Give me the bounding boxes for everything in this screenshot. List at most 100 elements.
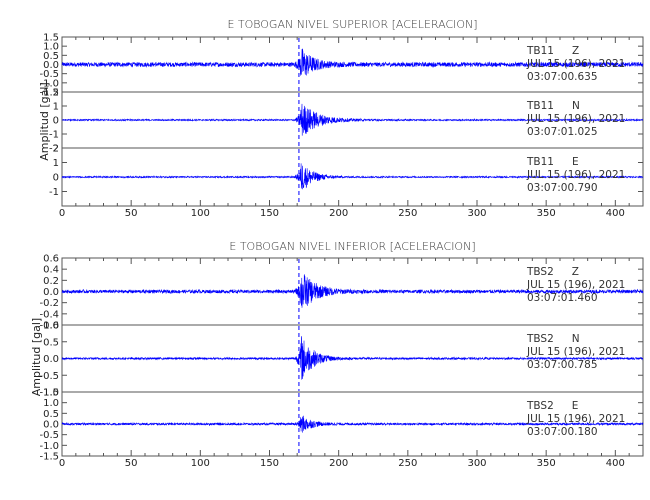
- waveform-trace: [61, 163, 644, 190]
- y-tick-label: -1.0: [39, 441, 59, 452]
- waveform-trace: [61, 48, 644, 76]
- trace-time: 03:07:00.785: [527, 359, 598, 371]
- trace-panel-tbs2-n: 1.0 0.5 0.0 -0.5 -1.0 TBS2 N JUL 15 (196), 2021…: [39, 321, 644, 399]
- y-tick-label: -1: [49, 130, 59, 141]
- trace-annotation: TB11 N JUL 15 (196), 2021 03:07:01.025: [526, 100, 625, 138]
- x-tick-label: 50: [125, 208, 138, 219]
- trace-component: E: [572, 156, 579, 168]
- x-tick-label: 350: [537, 208, 556, 219]
- y-tick-label: -1.0: [39, 78, 59, 89]
- y-tick-label: 0.0: [43, 287, 59, 298]
- trace-station: TB11: [526, 45, 554, 57]
- waveform-trace: [61, 273, 644, 308]
- y-tick-label: -2: [49, 144, 59, 155]
- y-tick-label: 1.0: [43, 321, 59, 332]
- trace-station: TBS2: [526, 266, 554, 278]
- trace-time: 03:07:00.635: [527, 71, 598, 83]
- x-tick-label: 350: [537, 458, 556, 469]
- x-tick-label: 200: [329, 208, 348, 219]
- x-tick-label: 150: [260, 208, 279, 219]
- y-tick-label: -1.0: [39, 388, 59, 399]
- trace-component: N: [572, 333, 580, 345]
- y-tick-label: -1.5: [39, 452, 59, 463]
- trace-time: 03:07:01.460: [527, 292, 598, 304]
- y-axis-label: Amplitud [gal]: [30, 318, 43, 396]
- y-tick-label: 0.6: [43, 254, 59, 265]
- trace-annotation: TB11 E JUL 15 (196), 2021 03:07:00.790: [526, 156, 625, 194]
- chart-upper: E TOBOGAN NIVEL SUPERIOR [ACELERACION] Am…: [38, 18, 644, 219]
- y-tick-label: 0.2: [43, 276, 59, 287]
- trace-date: JUL 15 (196), 2021: [526, 346, 625, 358]
- x-tick-label: 0: [59, 458, 65, 469]
- y-tick-label: 0.0: [43, 354, 59, 365]
- y-tick-label: 1.5: [43, 388, 59, 399]
- y-tick-label: -0.5: [39, 69, 59, 80]
- trace-station: TBS2: [526, 333, 554, 345]
- x-tick-label: 400: [606, 458, 625, 469]
- trace-panel-tbs2-z: 0.60.40.20.0-0.2-0.4-0.6 TBS2 Z JUL 15 (196…: [39, 254, 644, 332]
- chart-lower: E TOBOGAN NIVEL INFERIOR [ACELERACION] Am…: [30, 240, 644, 469]
- y-tick-label: -1.5: [39, 88, 59, 99]
- trace-annotation: TBS2 Z JUL 15 (196), 2021 03:07:01.460: [526, 266, 625, 304]
- y-tick-label: -0.4: [39, 309, 59, 320]
- y-tick-label: 0.5: [43, 51, 59, 62]
- trace-station: TBS2: [526, 400, 554, 412]
- trace-date: JUL 15 (196), 2021: [526, 113, 625, 125]
- y-tick-label: -0.2: [39, 298, 59, 309]
- y-tick-label: 0.5: [43, 337, 59, 348]
- y-tick-label: 0: [53, 116, 59, 127]
- waveform-trace: [61, 103, 644, 136]
- y-tick-label: 2: [53, 88, 59, 99]
- x-tick-label: 100: [191, 208, 210, 219]
- trace-date: JUL 15 (196), 2021: [526, 279, 625, 291]
- trace-annotation: TB11 Z JUL 15 (196), 2021 03:07:00.635: [526, 45, 625, 83]
- trace-component: Z: [572, 45, 579, 57]
- trace-panel-tb11-n: 2 1 0 -1 -2 TB11 N JUL 15 (196), 2021 03:07:01.0…: [49, 88, 644, 155]
- y-tick-label: 0.0: [43, 420, 59, 431]
- y-tick-label: -0.6: [39, 321, 59, 332]
- x-tick-label: 250: [398, 208, 417, 219]
- x-tick-label: 200: [329, 458, 348, 469]
- trace-time: 03:07:01.025: [527, 126, 598, 138]
- trace-component: Z: [572, 266, 579, 278]
- chart-title: E TOBOGAN NIVEL INFERIOR [ACELERACION]: [229, 240, 475, 253]
- y-tick-label: 1: [53, 158, 59, 169]
- y-tick-label: 1.0: [43, 42, 59, 53]
- y-tick-label: 1.5: [43, 33, 59, 44]
- y-tick-label: 0: [53, 173, 59, 184]
- x-tick-label: 50: [125, 458, 138, 469]
- trace-panel-tb11-z: 1.51.00.50.0-0.5-1.0-1.5 TB11 Z JUL 15 (196…: [39, 33, 644, 99]
- x-tick-label: 250: [398, 458, 417, 469]
- trace-date: JUL 15 (196), 2021: [526, 413, 625, 425]
- y-tick-label: -0.5: [39, 430, 59, 441]
- y-tick-label: -0.5: [39, 371, 59, 382]
- x-tick-label: 300: [467, 208, 486, 219]
- y-tick-label: 2: [53, 144, 59, 155]
- trace-panel-tb11-e: 2 1 0 -1 TB11 E JUL 15 (196), 2021 03:07:00.790: [49, 144, 644, 205]
- trace-time: 03:07:00.180: [527, 426, 598, 438]
- y-tick-label: -1: [49, 187, 59, 198]
- waveform-trace: [61, 415, 644, 433]
- trace-station: TB11: [526, 156, 554, 168]
- y-tick-label: 0.4: [43, 265, 59, 276]
- trace-time: 03:07:00.790: [527, 182, 598, 194]
- x-tick-label: 0: [59, 208, 65, 219]
- y-tick-label: 1.0: [43, 398, 59, 409]
- trace-component: N: [572, 100, 580, 112]
- waveform-trace: [61, 336, 644, 380]
- x-tick-label: 400: [606, 208, 625, 219]
- chart-title: E TOBOGAN NIVEL SUPERIOR [ACELERACION]: [227, 18, 477, 31]
- trace-station: TB11: [526, 100, 554, 112]
- y-tick-label: 1: [53, 102, 59, 113]
- trace-annotation: TBS2 N JUL 15 (196), 2021 03:07:00.785: [526, 333, 625, 371]
- trace-annotation: TBS2 E JUL 15 (196), 2021 03:07:00.180: [526, 400, 625, 438]
- trace-date: JUL 15 (196), 2021: [526, 169, 625, 181]
- y-tick-label: 0.0: [43, 60, 59, 71]
- y-tick-label: 0.5: [43, 409, 59, 420]
- y-axis-label: Amplitud [gal]: [38, 82, 51, 160]
- x-tick-label: 300: [467, 458, 486, 469]
- trace-date: JUL 15 (196), 2021: [526, 58, 625, 70]
- trace-component: E: [572, 400, 579, 412]
